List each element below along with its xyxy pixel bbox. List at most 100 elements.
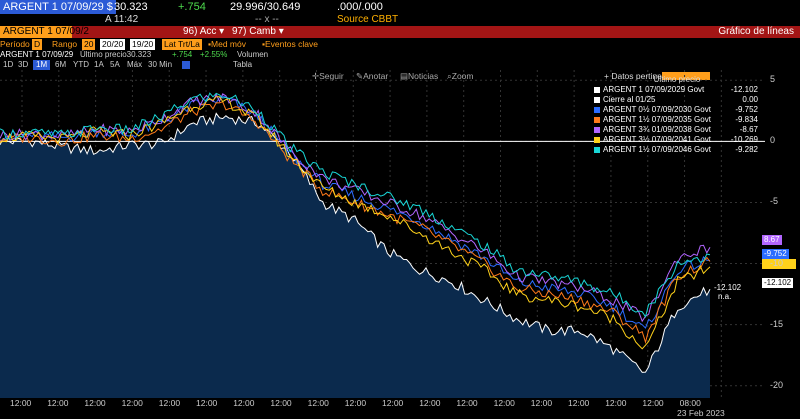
tag-purple: 8.67 [762, 235, 782, 245]
x-tick-label: 12:00 [233, 398, 255, 408]
security-input[interactable]: ARGENT 1 07/09/2 [0, 26, 89, 38]
legend-label: Cierre al 01/25 [603, 95, 656, 104]
annotate-label: Anotar [363, 71, 389, 81]
area-fill [0, 113, 710, 399]
price-change: +.754 [178, 1, 206, 13]
legend-entry[interactable]: ARGENT 3¾ 01/09/2038 Govt -8.67 [594, 125, 760, 135]
range-6m[interactable]: 6M [55, 60, 67, 69]
range-max[interactable]: Máx [127, 60, 143, 69]
legend-label: ARGENT 3¾ 01/09/2038 Govt [603, 125, 711, 134]
function-toolbar: ARGENT 1 07/09/2 96) Acc ▾ 97) Camb ▾ Gr… [0, 26, 800, 38]
x-tick-label: 12:00 [270, 398, 292, 408]
range-label: Rango [52, 39, 78, 49]
series-volume: Volumen [237, 50, 269, 59]
date-label: 23 Feb 2023 [677, 408, 725, 418]
legend-value: -8.67 [739, 125, 758, 134]
legend-header: Último precio [653, 75, 701, 84]
legend-value: -9.752 [735, 105, 758, 114]
series-change: +.754 [172, 50, 193, 59]
x-tick-label: 12:00 [382, 398, 404, 408]
legend-entry[interactable]: ARGENT 0½ 07/09/2030 Govt -9.752 [594, 105, 760, 115]
y-tick-label: -10 [770, 257, 784, 268]
legend-value: 0.00 [742, 95, 758, 104]
ticker-label[interactable]: ARGENT 1 07/09/29 $ [0, 0, 116, 14]
x-tick-label: 12:00 [121, 398, 143, 408]
legend-entry[interactable]: ARGENT 1½ 07/09/2046 Govt -9.282 [594, 145, 760, 155]
x-tick-label: 12:00 [47, 398, 69, 408]
legend-swatch [594, 146, 600, 153]
range-buttons: 1D 3D 1M 6M YTD 1A 5A Máx 30 Min Tabla [0, 60, 800, 70]
quote-header: ARGENT 1 07/09/29 $ 30.323 +.754 29.996/… [0, 0, 800, 14]
tag-blue: -9.752 [762, 249, 789, 259]
range-end[interactable]: 19/20 [130, 39, 156, 50]
legend-label: ARGENT 3½ 07/09/2041 Govt [603, 135, 711, 144]
range-1m[interactable]: 1M [33, 60, 51, 70]
legend-entry[interactable]: Cierre al 01/25 0.00 [594, 95, 760, 105]
legend-value: -9.834 [735, 115, 758, 124]
legend-entry[interactable]: ARGENT 3½ 07/09/2041 Govt -10.269 [594, 135, 760, 145]
legend-label: ARGENT 1½ 07/09/2035 Govt [603, 115, 711, 124]
chart-title: Gráfico de líneas [718, 26, 794, 37]
news-button[interactable]: ▤ Noticias [400, 71, 439, 81]
day-range: 29.996/30.649 [230, 1, 301, 13]
series-info-row: ARGENT 1 07/09/29 Último precio30.323 +.… [0, 50, 800, 60]
chart-tools: ✛ Seguir ✎ Anotar ▤ Noticias ⌕ Zoom + Da… [0, 70, 800, 82]
range-1a[interactable]: 1A [94, 60, 104, 69]
last-price: 30.323 [114, 1, 148, 13]
range-1d[interactable]: 1D [3, 60, 14, 69]
annotate-button[interactable]: ✎ Anotar [356, 71, 389, 81]
x-tick-label: 12:00 [642, 398, 664, 408]
quote-subheader: A 11:42 -- x -- Source CBBT [0, 14, 800, 26]
data-button[interactable]: + Datos pertinent [604, 71, 669, 81]
legend-swatch [594, 126, 600, 133]
range-start[interactable]: 20 [82, 39, 96, 50]
events-label: Eventos clave [265, 39, 318, 49]
last-select[interactable]: Lat Trt/La [162, 39, 202, 50]
range-30min[interactable]: 30 Min [148, 60, 173, 69]
params-row: Período D Rango 20 20/20 19/20 Lat Trt/L… [0, 39, 800, 50]
x-tick-label: 12:00 [344, 398, 367, 408]
legend-value: -12.102 [730, 85, 758, 94]
news-label: Noticias [408, 71, 439, 81]
x-tick-label: 08:00 [679, 398, 701, 408]
y-tick-label: 5 [770, 74, 776, 85]
legend-label: ARGENT 1 07/09/2029 Govt [603, 85, 705, 94]
change-menu[interactable]: 97) Camb ▾ [232, 26, 284, 37]
legend-entry[interactable]: ARGENT 1 07/09/2029 Govt -12.102 [594, 85, 760, 95]
source-label[interactable]: Source CBBT [337, 14, 399, 25]
legend-entry[interactable]: ARGENT 1½ 07/09/2035 Govt -9.834 [594, 115, 760, 125]
range-mid[interactable]: 20/20 [100, 39, 126, 50]
table-button[interactable]: Tabla [233, 60, 253, 69]
x-tick-label: 12:00 [196, 398, 218, 408]
quote-time: A 11:42 [105, 14, 139, 25]
range-3d[interactable]: 3D [18, 60, 29, 69]
x-tick-label: 12:00 [10, 398, 32, 408]
tag-white: -12.102 [762, 278, 794, 288]
period-select[interactable]: D [32, 39, 43, 50]
y-tick-label: 0 [770, 135, 776, 146]
zoom-button[interactable]: ⌕ Zoom [447, 71, 474, 81]
tag-value: -12.102 [714, 283, 742, 292]
series-security: ARGENT 1 07/09/29 [0, 50, 74, 59]
legend-label: ARGENT 0½ 07/09/2030 Govt [603, 105, 711, 114]
follow-button[interactable]: ✛ Seguir [312, 71, 344, 81]
tag-yellow [762, 259, 796, 269]
x-tick-label: 12:00 [568, 398, 590, 408]
x-tick-label: 12:00 [419, 398, 441, 408]
bid-ask: .000/.000 [337, 1, 383, 13]
legend-label: ARGENT 1½ 07/09/2046 Govt [603, 145, 711, 154]
actions-menu[interactable]: 96) Acc ▾ [183, 26, 225, 37]
quote-dash: -- x -- [255, 14, 279, 25]
series-pct: +2.55% [200, 50, 228, 59]
moving-average-toggle[interactable]: ▪ Med móv [208, 39, 246, 49]
legend-swatch [594, 106, 600, 113]
mov-label: Med móv [211, 39, 246, 49]
chart-type-icon[interactable] [182, 61, 190, 69]
key-events-toggle[interactable]: ▪ Eventos clave [262, 39, 318, 49]
range-5a[interactable]: 5A [110, 60, 120, 69]
x-tick-label: 12:00 [493, 398, 515, 408]
data-input[interactable] [662, 72, 710, 80]
zoom-label: Zoom [451, 71, 474, 81]
range-ytd[interactable]: YTD [73, 60, 89, 69]
y-tick-label: -20 [770, 379, 784, 390]
